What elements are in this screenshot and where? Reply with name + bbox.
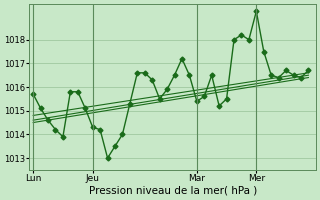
X-axis label: Pression niveau de la mer( hPa ): Pression niveau de la mer( hPa ) (89, 186, 257, 196)
